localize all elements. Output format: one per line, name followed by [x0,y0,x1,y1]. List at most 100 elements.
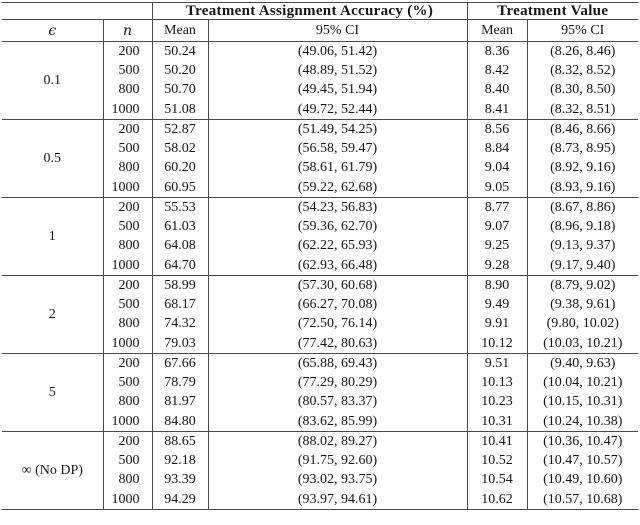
value-mean-cell: 10.12 [466,334,528,354]
value-mean-cell: 9.49 [466,295,528,315]
table-row: 500 68.17 (66.27, 70.08) 9.49 (9.38, 9.61) [2,295,639,315]
n-cell: 1000 [102,100,152,120]
accuracy-ci-cell: (49.45, 51.94) [207,80,468,100]
accuracy-ci-cell: (77.42, 80.63) [207,334,468,354]
value-mean-cell: 9.07 [466,217,528,237]
table-row: 500 92.18 (91.75, 92.60) 10.52 (10.47, 10.57… [2,451,639,471]
accuracy-mean-cell: 68.17 [151,295,208,315]
n-cell: 200 [102,197,152,217]
value-mean-cell: 8.90 [466,275,528,295]
epsilon-group-cell: ∞ (No DP) [2,431,103,510]
n-cell: 200 [102,41,152,61]
n-cell: 500 [102,61,152,81]
accuracy-ci-cell: (66.27, 70.08) [207,295,468,315]
value-ci-cell: (8.26, 8.46) [526,41,639,61]
value-mean-cell: 8.56 [466,119,528,139]
accuracy-ci-cell: (49.06, 51.42) [207,41,468,61]
value-mean-cell: 8.41 [466,100,528,120]
value-ci-cell: (9.80, 10.02) [526,314,639,334]
accuracy-ci-cell: (62.22, 65.93) [207,236,468,256]
accuracy-ci-cell: (59.36, 62.70) [207,217,468,237]
accuracy-ci-cell: (56.58, 59.47) [207,139,468,159]
epsilon-group-cell: 0.1 [2,41,103,120]
table-row: 1 200 55.53 (54.23, 56.83) 8.77 (8.67, 8.86) [2,197,639,276]
value-mean-cell: 8.77 [466,197,528,217]
value-ci-cell: (8.96, 9.18) [526,217,639,237]
table-row: 5 200 67.66 (65.88, 69.43) 9.51 (9.40, 9.63) [2,353,639,432]
epsilon-group-cell: 5 [2,353,103,432]
table-row: 1000 51.08 (49.72, 52.44) 8.41 (8.32, 8.51) [2,100,639,120]
accuracy-ci-cell: (59.22, 62.68) [207,178,468,198]
value-mean-cell: 10.31 [466,412,528,432]
n-cell: 800 [102,470,152,490]
n-cell: 800 [102,158,152,178]
value-ci-cell: (8.30, 8.50) [526,80,639,100]
header-epsilon-label: ϵ [2,19,103,42]
n-cell: 200 [102,119,152,139]
value-mean-cell: 10.23 [466,392,528,412]
header-accuracy-group-title: Treatment Assignment Accuracy (%) [151,2,468,20]
n-cell: 800 [102,236,152,256]
header-accuracy-ci-label: 95% CI [207,19,468,42]
accuracy-mean-cell: 51.08 [151,100,208,120]
results-table: Treatment Assignment Accuracy (%) Treatm… [2,2,639,510]
table-row: 500 61.03 (59.36, 62.70) 9.07 (8.96, 9.18) [2,217,639,237]
accuracy-ci-cell: (93.02, 93.75) [207,470,468,490]
value-mean-cell: 9.05 [466,178,528,198]
value-ci-cell: (10.36, 10.47) [526,431,639,451]
accuracy-mean-cell: 67.66 [151,353,208,373]
accuracy-mean-cell: 52.87 [151,119,208,139]
accuracy-mean-cell: 79.03 [151,334,208,354]
header-accuracy-mean-label: Mean [151,19,208,42]
table-row: 800 64.08 (62.22, 65.93) 9.25 (9.13, 9.37) [2,236,639,256]
n-cell: 200 [102,353,152,373]
accuracy-mean-cell: 58.02 [151,139,208,159]
accuracy-mean-cell: 61.03 [151,217,208,237]
value-ci-cell: (10.57, 10.68) [526,490,639,510]
table-row: 2 200 58.99 (57.30, 60.68) 8.90 (8.79, 9.02) [2,275,639,354]
accuracy-mean-cell: 64.70 [151,256,208,276]
accuracy-mean-cell: 84.80 [151,412,208,432]
accuracy-mean-cell: 60.95 [151,178,208,198]
n-cell: 200 [102,275,152,295]
value-ci-cell: (8.79, 9.02) [526,275,639,295]
table-row: 0.5 200 52.87 (51.49, 54.25) 8.56 (8.46, 8.66… [2,119,639,198]
accuracy-mean-cell: 55.53 [151,197,208,217]
value-mean-cell: 8.40 [466,80,528,100]
accuracy-mean-cell: 94.29 [151,490,208,510]
accuracy-mean-cell: 60.20 [151,158,208,178]
value-ci-cell: (8.73, 8.95) [526,139,639,159]
accuracy-ci-cell: (51.49, 54.25) [207,119,468,139]
value-ci-cell: (10.03, 10.21) [526,334,639,354]
value-ci-cell: (9.38, 9.61) [526,295,639,315]
accuracy-ci-cell: (83.62, 85.99) [207,412,468,432]
value-mean-cell: 9.91 [466,314,528,334]
n-cell: 800 [102,314,152,334]
value-mean-cell: 10.52 [466,451,528,471]
n-cell: 500 [102,139,152,159]
header-columns-row: ϵ n Mean 95% CI Mean 95% CI [2,19,639,42]
table-body: 0.1 200 50.24 (49.06, 51.42) 8.36 (8.26, 8.46… [2,41,639,510]
n-cell: 1000 [102,178,152,198]
accuracy-ci-cell: (48.89, 51.52) [207,61,468,81]
value-ci-cell: (10.15, 10.31) [526,392,639,412]
accuracy-ci-cell: (65.88, 69.43) [207,353,468,373]
n-cell: 1000 [102,412,152,432]
header-group-row: Treatment Assignment Accuracy (%) Treatm… [2,2,639,20]
n-cell: 1000 [102,334,152,354]
table-row: 500 58.02 (56.58, 59.47) 8.84 (8.73, 8.95) [2,139,639,159]
accuracy-ci-cell: (80.57, 83.37) [207,392,468,412]
value-ci-cell: (8.93, 9.16) [526,178,639,198]
value-ci-cell: (9.13, 9.37) [526,236,639,256]
header-value-ci-label: 95% CI [526,19,639,42]
table-row: 800 81.97 (80.57, 83.37) 10.23 (10.15, 10.31… [2,392,639,412]
value-ci-cell: (8.32, 8.51) [526,100,639,120]
accuracy-ci-cell: (88.02, 89.27) [207,431,468,451]
header-value-mean-label: Mean [466,19,528,42]
n-cell: 1000 [102,256,152,276]
table-row: 1000 94.29 (93.97, 94.61) 10.62 (10.57, 10.6… [2,490,639,510]
accuracy-mean-cell: 92.18 [151,451,208,471]
table-row: ∞ (No DP) 200 88.65 (88.02, 89.27) 10.41 (10.… [2,431,639,510]
table-row: 1000 79.03 (77.42, 80.63) 10.12 (10.03, 10.2… [2,334,639,354]
